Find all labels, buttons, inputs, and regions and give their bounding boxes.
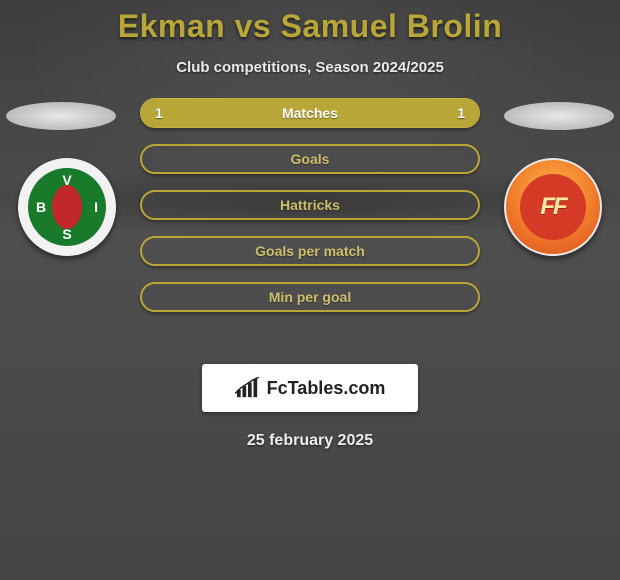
stat-bars: 1 1 Matches Goals Hattricks Goals per match Mi… (140, 98, 480, 312)
watermark: FcTables.com (202, 364, 418, 412)
stat-bar: 1 1 Matches (140, 98, 480, 128)
stat-bar: Min per goal (140, 282, 480, 312)
badge-letter: V (62, 172, 71, 188)
stat-bar: Goals per match (140, 236, 480, 266)
badge-text: FF (520, 174, 586, 240)
stat-bar: Goals (140, 144, 480, 174)
stat-label: Matches (282, 105, 338, 121)
left-platform (6, 102, 116, 130)
stat-value-right: 1 (457, 105, 465, 121)
stat-value-left: 1 (155, 105, 163, 121)
stat-label: Hattricks (280, 197, 340, 213)
subtitle: Club competitions, Season 2024/2025 (0, 59, 620, 76)
bar-chart-icon (235, 377, 261, 399)
right-team-badge: FF (504, 158, 602, 256)
badge-letter: I (94, 199, 98, 215)
stat-bar: Hattricks (140, 190, 480, 220)
right-platform (504, 102, 614, 130)
stat-label: Min per goal (269, 289, 351, 305)
date-label: 25 february 2025 (0, 432, 620, 450)
left-team-badge: V B I S (18, 158, 116, 256)
watermark-text: FcTables.com (267, 378, 386, 399)
badge-letter: S (62, 226, 71, 242)
stat-label: Goals per match (255, 243, 365, 259)
comparison-arena: V B I S FF 1 1 Matches Goals Hattricks Goals … (0, 98, 620, 338)
stat-label: Goals (291, 151, 330, 167)
badge-letter: B (36, 199, 46, 215)
page-title: Ekman vs Samuel Brolin (0, 8, 620, 45)
